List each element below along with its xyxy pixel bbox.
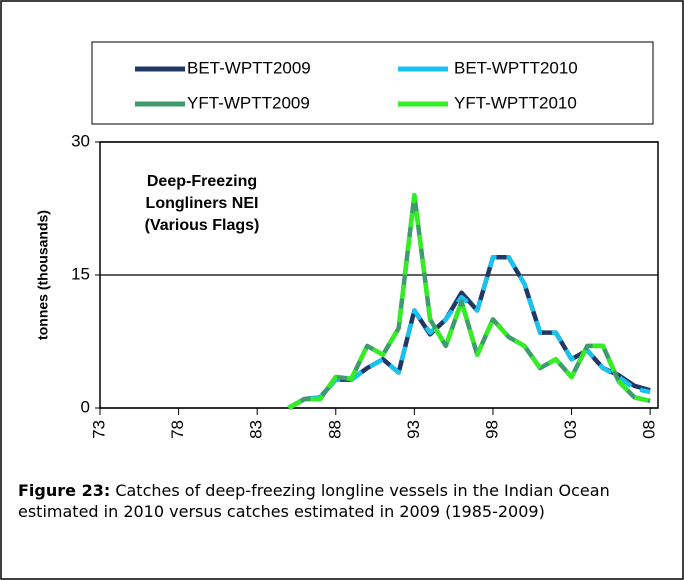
legend-label: BET-WPTT2009	[187, 58, 311, 77]
y-axis-label: tonnes (thousands)	[35, 210, 51, 340]
x-tick-label: 78	[168, 420, 187, 439]
series-line	[287, 255, 651, 410]
x-tick-label: 83	[247, 420, 266, 439]
annotation: (Various Flags)	[145, 217, 260, 234]
x-tick-label: 03	[561, 420, 580, 439]
x-tick-label: 08	[640, 420, 659, 439]
caption: Figure 23: Catches of deep-freezing long…	[18, 480, 658, 522]
annotation: Deep-Freezing	[147, 173, 257, 190]
series-line	[287, 192, 651, 410]
legend-label: YFT-WPTT2010	[454, 93, 577, 112]
legend-label: BET-WPTT2010	[454, 58, 578, 77]
caption-label: Figure 23:	[18, 481, 111, 500]
legend-box	[91, 41, 654, 125]
x-tick-label: 88	[325, 420, 344, 439]
legend-label: YFT-WPTT2009	[187, 93, 310, 112]
x-tick-label: 98	[482, 420, 501, 439]
y-tick-label: 15	[71, 264, 90, 283]
x-tick-label: 73	[89, 420, 108, 439]
x-tick-label: 93	[404, 420, 423, 439]
y-tick-label: 30	[71, 131, 90, 150]
caption-text: Catches of deep-freezing longline vessel…	[18, 481, 610, 521]
annotation: Longliners NEI	[146, 195, 259, 212]
y-tick-label: 0	[81, 397, 90, 416]
